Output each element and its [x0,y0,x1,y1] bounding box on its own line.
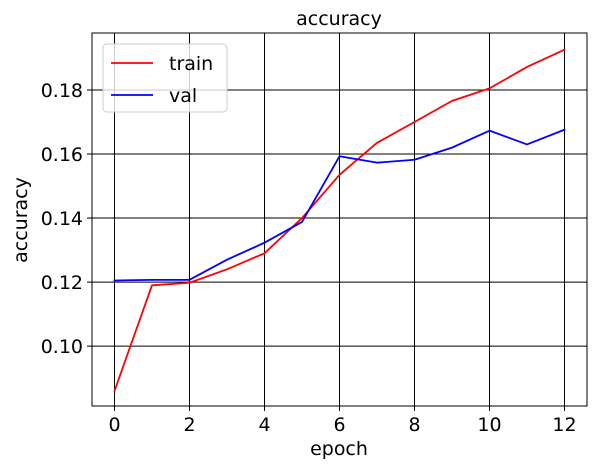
x-tick-label: 8 [408,414,420,436]
series-line-val [113,128,566,282]
y-tick-label: 0.18 [41,80,83,102]
y-axis-label: accuracy [10,177,32,263]
legend-label-val: val [169,85,197,107]
x-tick-label: 2 [183,414,195,436]
y-tick-label: 0.12 [41,272,83,294]
y-tick-label: 0.10 [41,336,83,358]
x-tick-label: 0 [108,414,120,436]
x-tick-label: 6 [333,414,345,436]
x-axis-label: epoch [310,438,368,460]
series-lines [113,48,566,393]
x-tick-label: 10 [477,414,501,436]
series-line-train [113,48,566,393]
y-tick-label: 0.16 [41,144,83,166]
legend: train val [102,43,228,113]
chart-title: accuracy [296,8,382,30]
x-tick-label: 4 [258,414,270,436]
legend-label-train: train [169,53,213,75]
axis-ticks: 0 2 4 6 8 10 12 0.10 0.12 0.14 0.16 0.18 [41,80,577,436]
x-tick-label: 12 [552,414,576,436]
y-tick-label: 0.14 [41,208,83,230]
